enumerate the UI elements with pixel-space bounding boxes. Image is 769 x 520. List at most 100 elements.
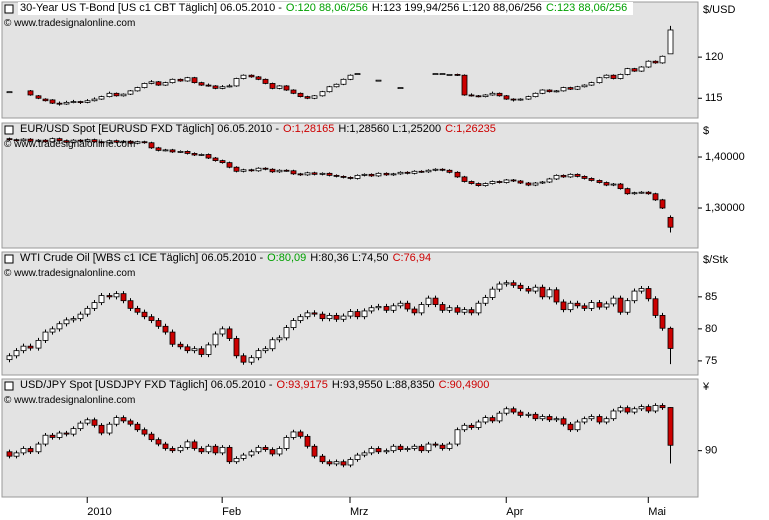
candle-body xyxy=(127,140,134,144)
candle-body xyxy=(319,455,326,463)
candle-body xyxy=(588,416,595,420)
candle-body xyxy=(91,302,98,309)
candle-body xyxy=(198,348,205,355)
candle-body xyxy=(517,411,524,416)
candle-body xyxy=(667,407,674,446)
candle-body xyxy=(489,181,496,184)
candle-body xyxy=(645,406,652,412)
candle-body xyxy=(42,434,49,445)
candle-body xyxy=(603,182,610,186)
candle-body xyxy=(304,172,311,176)
candle-body xyxy=(113,417,120,425)
candle-body xyxy=(13,452,20,457)
candle-body xyxy=(155,439,162,445)
candle-body xyxy=(319,313,326,320)
candle-body xyxy=(13,350,20,357)
candle-body xyxy=(652,60,659,64)
candle-body xyxy=(425,297,432,305)
candle-body xyxy=(482,297,489,304)
candle-body xyxy=(35,340,42,349)
candle-body xyxy=(106,423,113,434)
candle-body xyxy=(42,98,49,102)
candle-body xyxy=(77,101,84,103)
candle-body xyxy=(198,448,205,453)
candle-body xyxy=(177,446,184,452)
candle-body xyxy=(162,325,169,333)
candle-body xyxy=(489,288,496,298)
candle-body xyxy=(347,74,354,80)
candle-body xyxy=(397,171,404,175)
candle-body xyxy=(581,84,588,88)
candle-body xyxy=(581,175,588,179)
candle-body xyxy=(304,435,311,447)
candle-body xyxy=(98,96,105,100)
candle-body xyxy=(532,286,539,292)
header-segment: O:80,09 xyxy=(267,252,307,264)
candle-body xyxy=(84,100,91,103)
header-segment: H:93,9550 L:88,8350 xyxy=(331,379,435,391)
candle-body xyxy=(70,318,77,321)
candle-body xyxy=(411,445,418,449)
candle-body xyxy=(27,90,34,96)
candle-body xyxy=(368,448,375,454)
candle-body xyxy=(532,413,539,420)
candle-body xyxy=(148,316,155,321)
candle-body xyxy=(439,168,446,171)
candle-body xyxy=(468,181,475,184)
candle-body xyxy=(35,139,42,142)
candle-body xyxy=(361,310,368,318)
candle-body xyxy=(546,416,553,421)
candle-body xyxy=(581,305,588,309)
candle-body xyxy=(255,76,262,80)
candle-body xyxy=(35,95,42,99)
candle-body xyxy=(240,355,247,363)
candle-body xyxy=(70,139,77,143)
candle-body xyxy=(226,328,233,339)
candle-body xyxy=(496,283,503,290)
candle-body xyxy=(475,421,482,428)
y-tick-label: 120 xyxy=(705,51,723,63)
candle-body xyxy=(63,319,70,325)
candle-body xyxy=(567,87,574,90)
candle-body xyxy=(454,171,461,178)
candle-body xyxy=(553,90,560,93)
candle-body xyxy=(113,92,120,97)
candle-body xyxy=(233,78,240,87)
candle-body xyxy=(169,331,176,345)
candle-body xyxy=(134,423,141,431)
candle-body xyxy=(539,89,546,94)
candle-body xyxy=(91,419,98,426)
candle-body xyxy=(283,169,290,172)
candle-body xyxy=(560,418,567,425)
candle-body xyxy=(219,328,226,335)
candle-body xyxy=(191,441,198,449)
candle-body xyxy=(27,448,34,453)
watermark: © www.tradesignalonline.com xyxy=(4,395,136,406)
candle-body xyxy=(56,432,63,438)
candle-body xyxy=(383,172,390,176)
candle-body xyxy=(475,95,482,98)
candle-body xyxy=(248,451,255,456)
candle-body xyxy=(525,182,532,186)
candle-body xyxy=(49,138,56,143)
candle-body xyxy=(77,313,84,320)
candle-body xyxy=(326,86,333,93)
candle-body xyxy=(390,305,397,311)
candle-body xyxy=(20,138,27,142)
candle-body xyxy=(212,445,219,454)
candle-body xyxy=(574,86,581,90)
candle-body xyxy=(333,461,340,465)
candle-body xyxy=(510,282,517,286)
candle-body xyxy=(91,98,98,102)
candle-body xyxy=(297,92,304,98)
candle-body xyxy=(539,181,546,184)
candle-body xyxy=(319,91,326,97)
candle-body xyxy=(49,434,56,438)
candle-body xyxy=(77,422,84,430)
candle-body xyxy=(148,433,155,441)
unit-label: $/Stk xyxy=(703,254,729,266)
candle-body xyxy=(340,175,347,178)
candle-body xyxy=(169,149,176,153)
header-icon xyxy=(4,381,14,391)
candle-body xyxy=(177,343,184,348)
